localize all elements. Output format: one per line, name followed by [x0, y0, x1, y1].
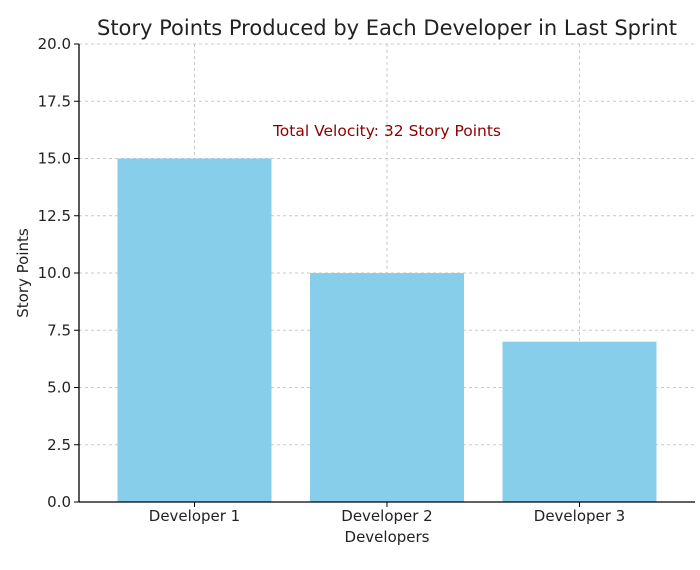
x-tick-label: Developer 3 — [534, 507, 625, 525]
y-tick-label: 12.5 — [38, 207, 71, 225]
x-axis-label: Developers — [345, 528, 430, 546]
y-tick-label: 15.0 — [38, 150, 71, 168]
y-tick-label: 0.0 — [47, 493, 71, 511]
chart-title: Story Points Produced by Each Developer … — [97, 16, 677, 40]
y-tick-label: 10.0 — [38, 264, 71, 282]
bar-3 — [502, 341, 657, 502]
y-tick-label: 17.5 — [38, 92, 71, 110]
y-axis-ticks: 0.0 2.5 5.0 7.5 10.0 12.5 15.0 17.5 20.0 — [38, 35, 79, 511]
y-tick-label: 20.0 — [38, 35, 71, 53]
bar-2 — [310, 273, 464, 502]
y-tick-label: 7.5 — [47, 321, 71, 339]
y-axis-label: Story Points — [14, 228, 32, 318]
x-tick-label: Developer 2 — [341, 507, 432, 525]
y-tick-label: 2.5 — [47, 436, 71, 454]
x-tick-label: Developer 1 — [149, 507, 240, 525]
total-velocity-annotation: Total Velocity: 32 Story Points — [272, 122, 501, 140]
y-tick-label: 5.0 — [47, 379, 71, 397]
bars — [117, 158, 657, 502]
x-axis-ticks: Developer 1 Developer 2 Developer 3 — [149, 502, 625, 525]
bar-1 — [117, 158, 272, 502]
